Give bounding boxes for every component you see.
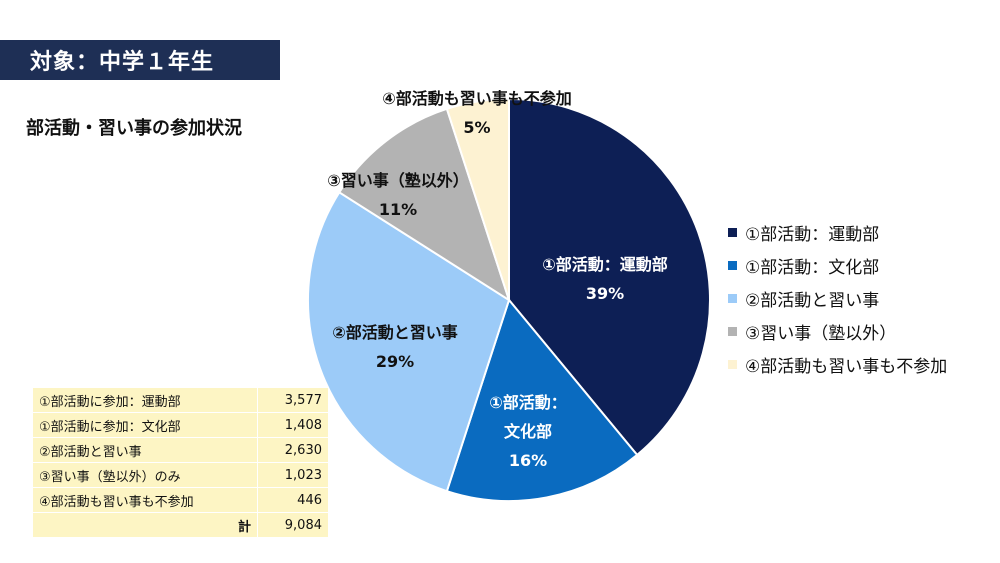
slice-label-sports-club: ①部活動：運動部 39%	[542, 255, 668, 303]
table-row: ①部活動に参加：運動部 3,577	[33, 388, 328, 413]
slice-label-line: 16%	[509, 451, 547, 470]
slice-label-line: 11%	[379, 200, 417, 219]
slice-label-line: ④部活動も習い事も不参加	[382, 89, 572, 108]
table-cell-label: ①部活動に参加：運動部	[33, 388, 258, 413]
slice-label-line: 5%	[463, 118, 490, 137]
pie-slice-none	[445, 97, 510, 301]
slice-label-line: ①部活動：	[489, 393, 567, 412]
slice-label-line: 文化部	[504, 422, 552, 441]
slice-label-none: ④部活動も習い事も不参加 5%	[382, 89, 572, 137]
table-row: ④部活動も習い事も不参加 446	[33, 487, 328, 513]
legend-label-sports-club: ①部活動：運動部	[745, 225, 880, 245]
table-cell-label: ④部活動も習い事も不参加	[33, 487, 258, 513]
table-row: ②部活動と習い事 2,630	[33, 437, 328, 463]
legend-item-none: ④部活動も習い事も不参加	[728, 348, 947, 381]
legend-swatch-lessons-only	[728, 327, 737, 336]
legend-swatch-sports-club	[728, 228, 737, 237]
table-cell-value: 3,577	[257, 388, 328, 413]
legend-item-lessons-only: ③習い事（塾以外）	[728, 315, 947, 348]
table-total-label: 計	[33, 512, 258, 538]
legend-swatch-none	[728, 360, 737, 369]
slice-label-culture-club: ①部活動： 文化部 16%	[489, 393, 567, 470]
table-row: ③習い事（塾以外）のみ 1,023	[33, 462, 328, 488]
table-cell-value: 2,630	[257, 437, 328, 463]
slice-label-line: ①部活動：運動部	[542, 255, 668, 274]
chart-legend: ①部活動：運動部 ①部活動：文化部 ②部活動と習い事 ③習い事（塾以外） ④部活…	[728, 216, 947, 381]
legend-item-club-and-lessons: ②部活動と習い事	[728, 282, 947, 315]
legend-label-culture-club: ①部活動：文化部	[745, 258, 880, 278]
table-total-value: 9,084	[257, 512, 328, 538]
slice-label-line: 29%	[376, 352, 414, 371]
legend-label-none: ④部活動も習い事も不参加	[745, 357, 948, 377]
pie-slice-lessons-only	[337, 107, 511, 303]
participation-table: ①部活動に参加：運動部 3,577 ①部活動に参加：文化部 1,408 ②部活動…	[33, 388, 328, 538]
table-cell-label: ②部活動と習い事	[33, 437, 258, 463]
table-cell-label: ①部活動に参加：文化部	[33, 412, 258, 438]
pie-slice-sports-club	[508, 97, 711, 457]
pie-slice-club-and-lessons	[307, 190, 511, 493]
table-cell-value: 446	[257, 487, 328, 513]
legend-item-sports-club: ①部活動：運動部	[728, 216, 947, 249]
chart-subtitle: 部活動・習い事の参加状況	[26, 118, 242, 139]
pie-slice-culture-club	[445, 297, 639, 502]
table-cell-label: ③習い事（塾以外）のみ	[33, 462, 258, 488]
table-cell-value: 1,408	[257, 412, 328, 438]
slice-label-lessons-only: ③習い事（塾以外） 11%	[327, 171, 469, 219]
legend-label-lessons-only: ③習い事（塾以外）	[745, 324, 897, 344]
table-total-row: 計 9,084	[33, 512, 328, 538]
slice-label-line: ③習い事（塾以外）	[327, 171, 469, 190]
header-title: 対象：中学１年生	[0, 40, 280, 80]
table-cell-value: 1,023	[257, 462, 328, 488]
legend-item-culture-club: ①部活動：文化部	[728, 249, 947, 282]
slice-label-line: ②部活動と習い事	[332, 323, 458, 342]
slice-label-line: 39%	[586, 284, 624, 303]
legend-swatch-club-and-lessons	[728, 294, 737, 303]
legend-swatch-culture-club	[728, 261, 737, 270]
table-row: ①部活動に参加：文化部 1,408	[33, 412, 328, 438]
legend-label-club-and-lessons: ②部活動と習い事	[745, 291, 880, 311]
slice-label-club-and-lessons: ②部活動と習い事 29%	[332, 323, 458, 371]
